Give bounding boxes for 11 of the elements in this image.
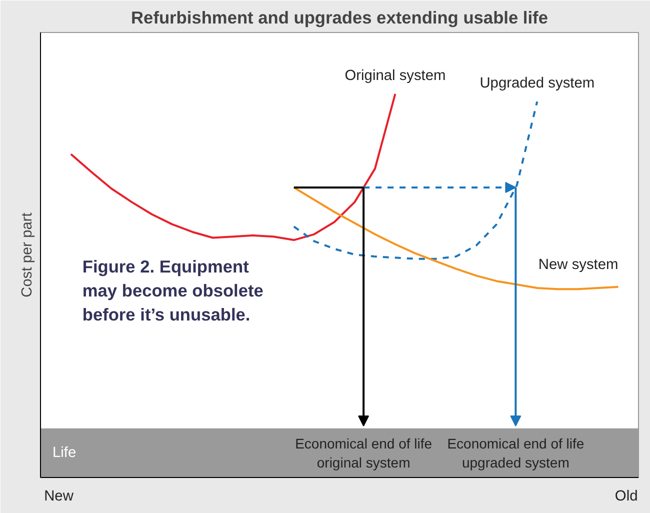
y-axis-title: Cost per part <box>20 212 36 298</box>
annotation: Figure 2. Equipment may become obsolete before it’s unusable. <box>82 256 264 325</box>
series-label: New system <box>538 256 618 273</box>
band-label: Life <box>52 444 76 461</box>
series-label: Original system <box>344 68 446 84</box>
text: New <box>44 488 74 504</box>
chart-title: Refurbishment and upgrades extending usable life <box>131 8 548 28</box>
series-label: Upgraded system <box>480 76 595 92</box>
text: Old <box>614 488 638 504</box>
annotation: Economical end of life upgraded system <box>447 435 584 471</box>
annotation: Economical end of life original system <box>295 435 432 471</box>
